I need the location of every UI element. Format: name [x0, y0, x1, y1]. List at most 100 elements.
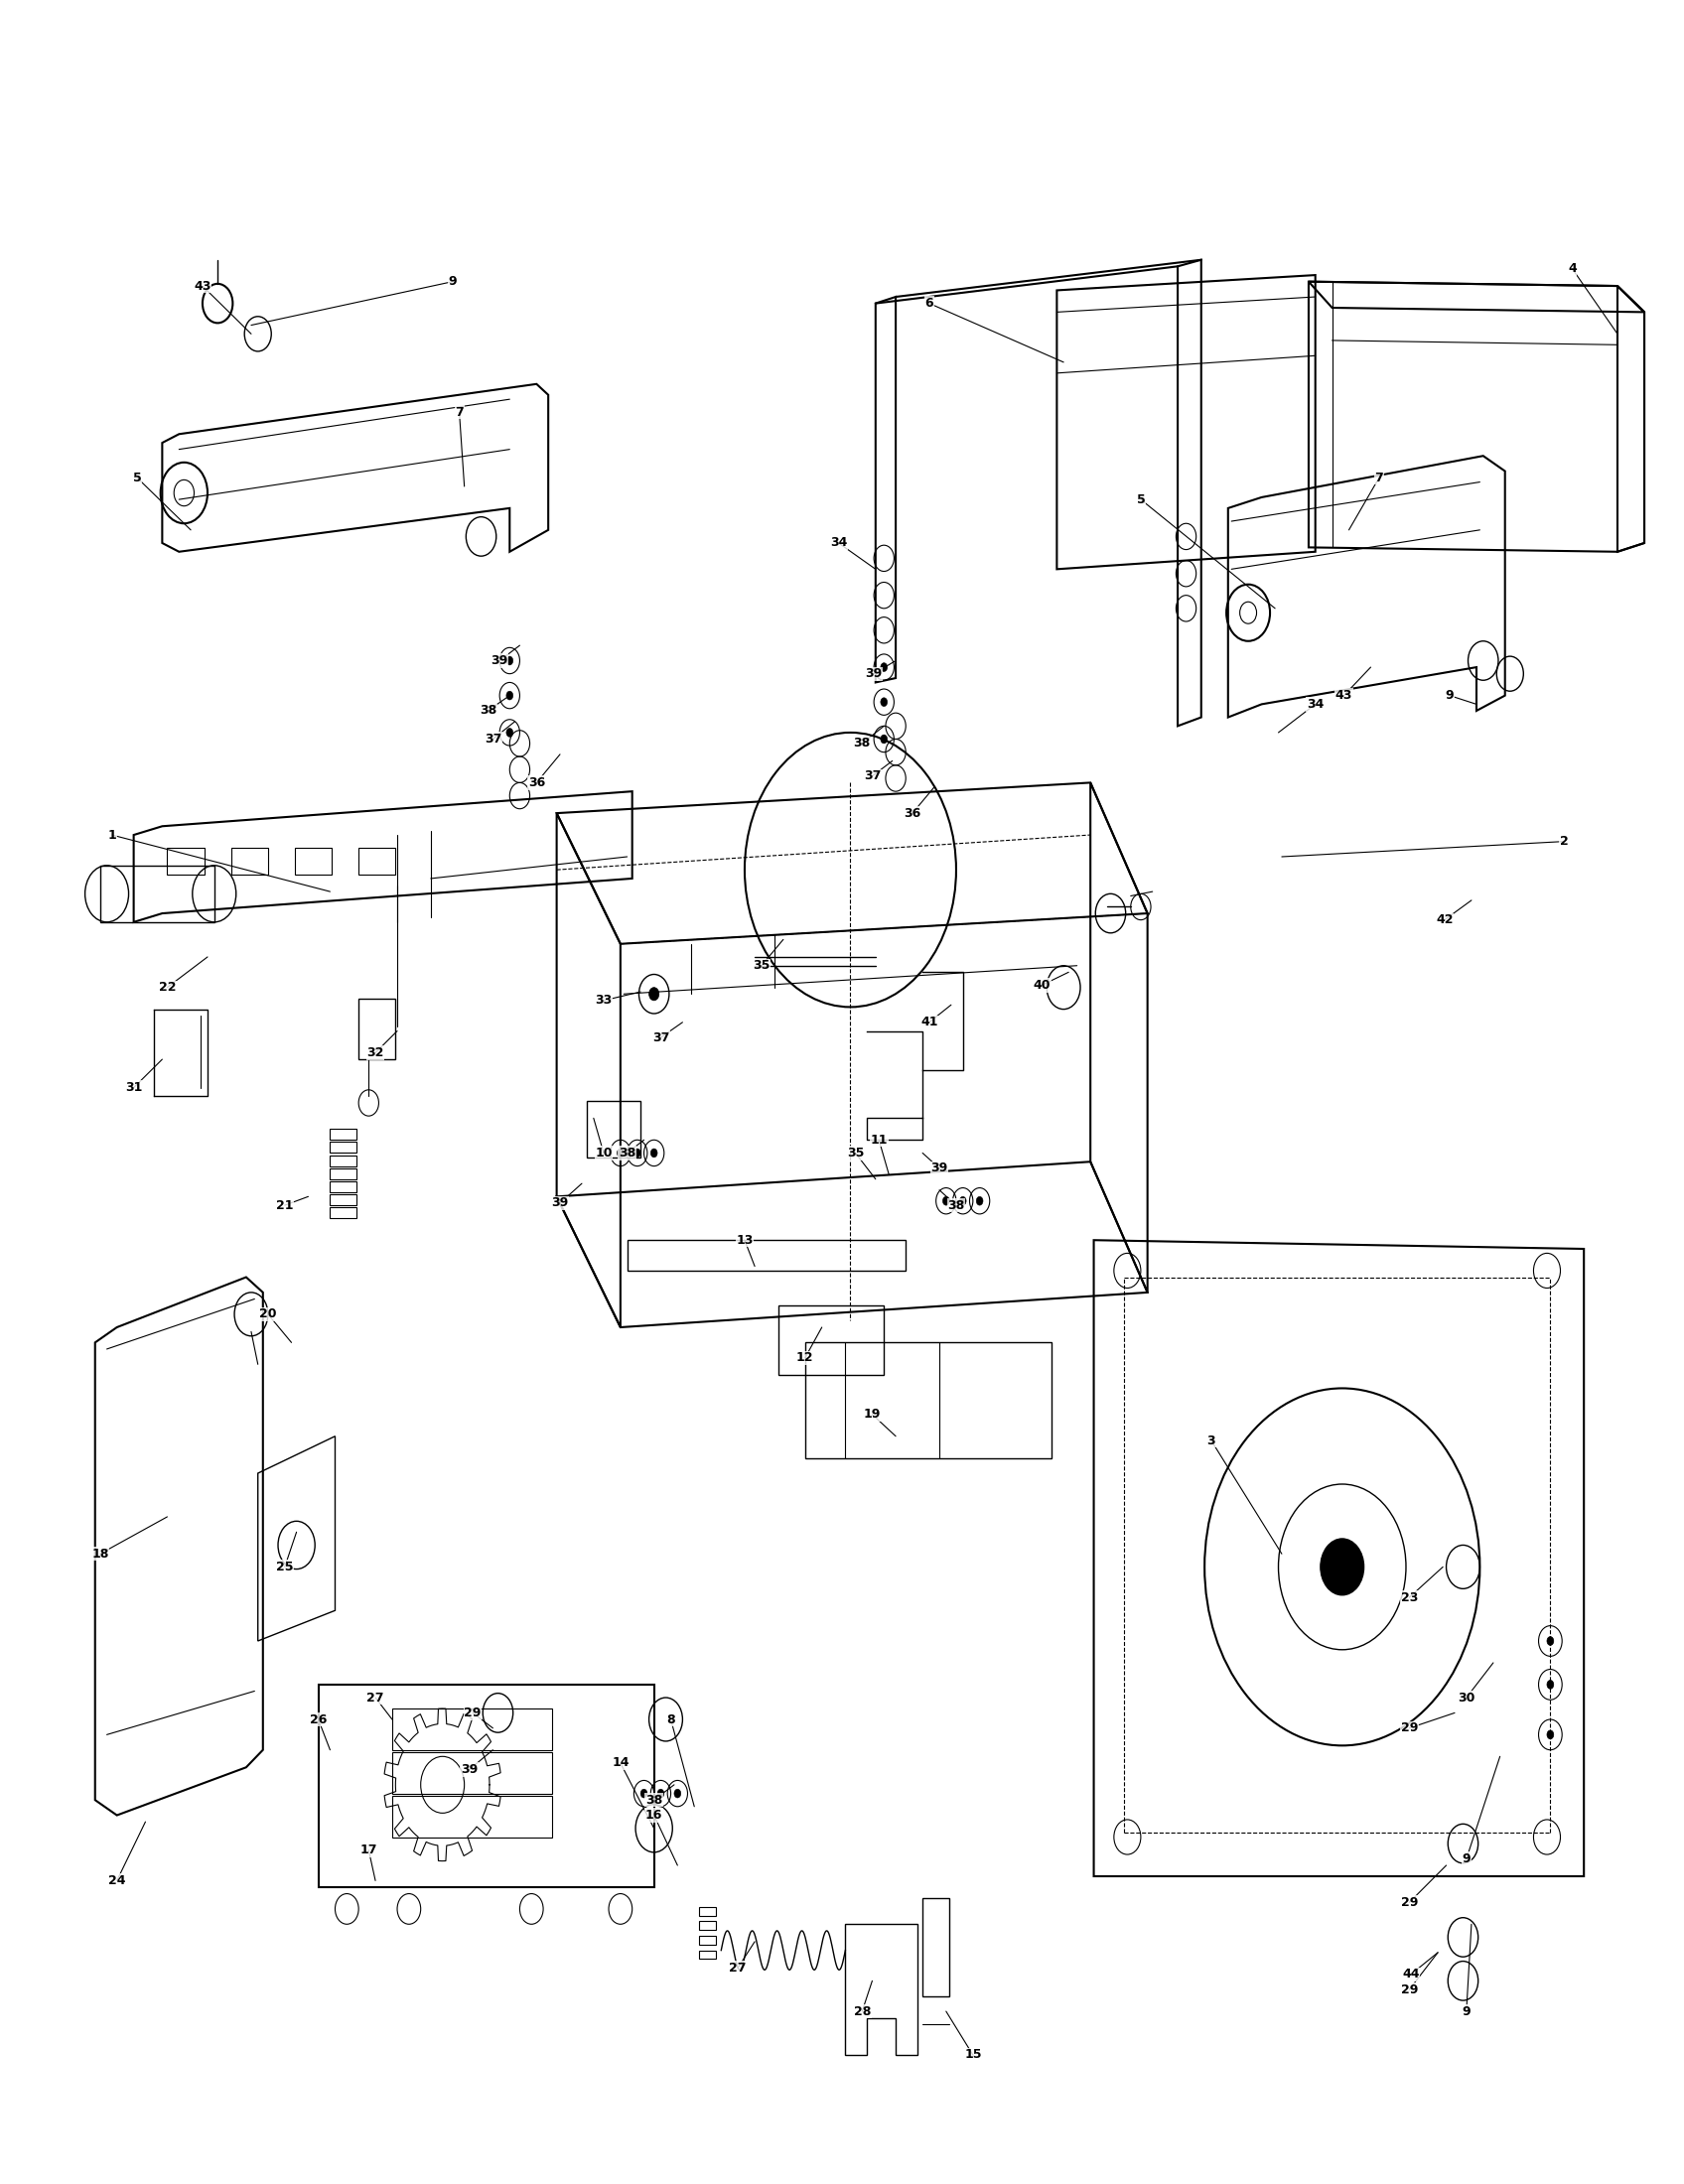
Text: 37: 37 [864, 769, 881, 782]
Text: 38: 38 [948, 1199, 965, 1212]
Text: 38: 38 [480, 703, 497, 716]
Bar [392, 1795, 552, 1837]
Text: 28: 28 [854, 2005, 871, 2018]
Text: 42: 42 [1436, 913, 1453, 926]
Text: 6: 6 [925, 297, 933, 310]
Circle shape [650, 1149, 657, 1158]
Text: 11: 11 [871, 1133, 887, 1147]
Circle shape [960, 1197, 967, 1206]
Bar [295, 847, 332, 874]
Text: 29: 29 [1401, 1896, 1418, 1909]
Bar [167, 847, 204, 874]
Text: 29: 29 [465, 1706, 482, 1719]
Text: 41: 41 [921, 1016, 938, 1029]
Bar [699, 1907, 716, 1915]
Circle shape [640, 1789, 647, 1797]
Text: 36: 36 [904, 806, 921, 819]
Text: 34: 34 [830, 537, 847, 550]
Bar [699, 1950, 716, 1959]
Text: 38: 38 [854, 736, 871, 749]
Text: 7: 7 [1374, 472, 1384, 485]
Text: 9: 9 [1462, 2005, 1470, 2018]
Text: 23: 23 [1401, 1590, 1418, 1603]
Text: 5: 5 [1137, 494, 1145, 507]
Text: 22: 22 [158, 981, 175, 994]
Circle shape [507, 690, 514, 699]
Circle shape [977, 1197, 983, 1206]
Text: 27: 27 [729, 1961, 746, 1974]
Text: 39: 39 [551, 1197, 569, 1210]
Text: 40: 40 [1032, 978, 1051, 992]
Text: 5: 5 [133, 472, 141, 485]
Bar [99, 865, 214, 922]
Bar [330, 1129, 357, 1140]
Text: 29: 29 [1401, 1983, 1418, 1996]
Text: 21: 21 [276, 1199, 293, 1212]
Circle shape [1320, 1538, 1364, 1594]
Circle shape [173, 480, 194, 507]
Text: 30: 30 [1458, 1690, 1475, 1704]
Circle shape [1548, 1679, 1554, 1688]
Circle shape [943, 1197, 950, 1206]
Circle shape [633, 1149, 640, 1158]
Bar [330, 1182, 357, 1192]
Bar [330, 1155, 357, 1166]
Text: 10: 10 [594, 1147, 613, 1160]
Text: 17: 17 [360, 1843, 377, 1856]
Circle shape [648, 987, 658, 1000]
Bar [359, 998, 396, 1059]
Text: 38: 38 [645, 1793, 662, 1806]
Text: 33: 33 [594, 994, 613, 1007]
Text: 35: 35 [847, 1147, 864, 1160]
Text: 15: 15 [965, 2049, 982, 2062]
Circle shape [674, 1789, 680, 1797]
Text: 16: 16 [645, 1808, 662, 1821]
Text: 44: 44 [1403, 1968, 1420, 1981]
Text: 26: 26 [310, 1712, 327, 1725]
Text: 43: 43 [194, 280, 210, 293]
Text: 20: 20 [259, 1308, 276, 1321]
Bar [392, 1752, 552, 1793]
Text: 32: 32 [367, 1046, 384, 1059]
Text: 24: 24 [108, 1874, 126, 1887]
Text: 39: 39 [492, 655, 509, 666]
Text: 12: 12 [797, 1352, 813, 1365]
Text: 39: 39 [866, 668, 882, 679]
Text: 37: 37 [485, 732, 502, 745]
Text: 18: 18 [91, 1548, 109, 1559]
Bar [330, 1195, 357, 1206]
Text: 7: 7 [455, 406, 463, 419]
Bar [699, 1935, 716, 1944]
Circle shape [881, 734, 887, 743]
Text: 14: 14 [611, 1756, 630, 1769]
Circle shape [881, 662, 887, 670]
Bar [586, 1101, 640, 1158]
Text: 8: 8 [667, 1712, 675, 1725]
Text: 35: 35 [753, 959, 770, 972]
Text: 13: 13 [736, 1234, 753, 1247]
Text: 38: 38 [618, 1147, 637, 1160]
Bar [330, 1168, 357, 1179]
Text: 34: 34 [1307, 697, 1324, 710]
Text: 25: 25 [276, 1559, 293, 1572]
Circle shape [1548, 1636, 1554, 1645]
Text: 27: 27 [367, 1690, 384, 1704]
Text: 43: 43 [1335, 690, 1352, 701]
Text: 31: 31 [125, 1081, 143, 1094]
Text: 9: 9 [1445, 690, 1453, 701]
Circle shape [881, 697, 887, 705]
Circle shape [1239, 603, 1256, 625]
Text: 36: 36 [529, 775, 546, 788]
Text: 37: 37 [652, 1031, 669, 1044]
Text: 39: 39 [461, 1762, 478, 1776]
Text: 4: 4 [1568, 262, 1576, 275]
Circle shape [507, 727, 514, 736]
Circle shape [1548, 1730, 1554, 1738]
Text: 3: 3 [1207, 1435, 1216, 1448]
Bar [392, 1708, 552, 1749]
Text: 19: 19 [864, 1409, 881, 1422]
Text: 2: 2 [1559, 834, 1568, 847]
Text: 9: 9 [1462, 1852, 1470, 1865]
Bar [699, 1922, 716, 1931]
Text: 1: 1 [108, 828, 116, 841]
